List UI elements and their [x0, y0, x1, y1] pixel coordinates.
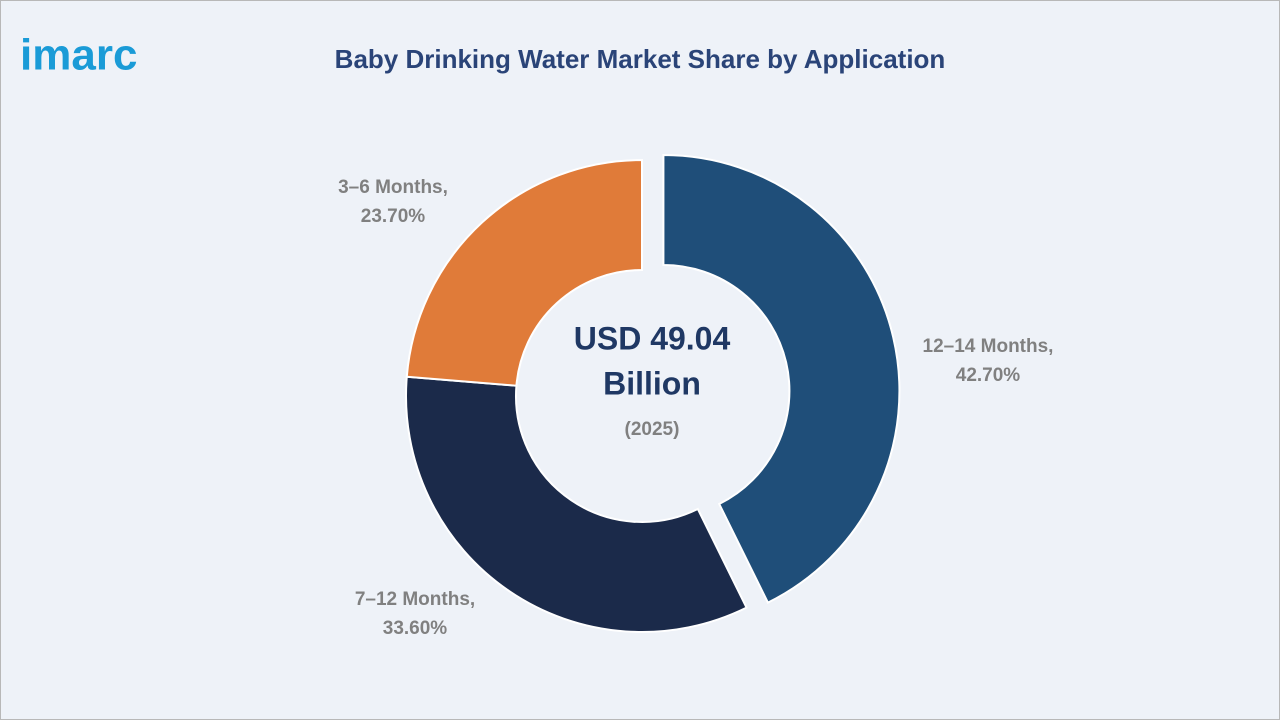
slice-value-label: 42.70% — [956, 365, 1021, 386]
slice-label: 7–12 Months, — [355, 589, 475, 610]
donut — [405, 153, 901, 633]
slice-value-label: 23.70% — [361, 206, 426, 227]
slice-value-label: 33.60% — [383, 618, 448, 639]
center-sublabel: (2025) — [625, 419, 680, 440]
chart-title: Baby Drinking Water Market Share by Appl… — [335, 44, 946, 74]
logo: imarc — [20, 31, 137, 80]
slice — [405, 158, 643, 387]
center-label: Billion — [603, 365, 701, 401]
slice — [662, 153, 901, 604]
slice — [405, 375, 748, 633]
slice-label: 12–14 Months, — [923, 336, 1054, 357]
slice-label: 3–6 Months, — [338, 177, 448, 198]
center-label: USD 49.04 — [574, 320, 731, 356]
